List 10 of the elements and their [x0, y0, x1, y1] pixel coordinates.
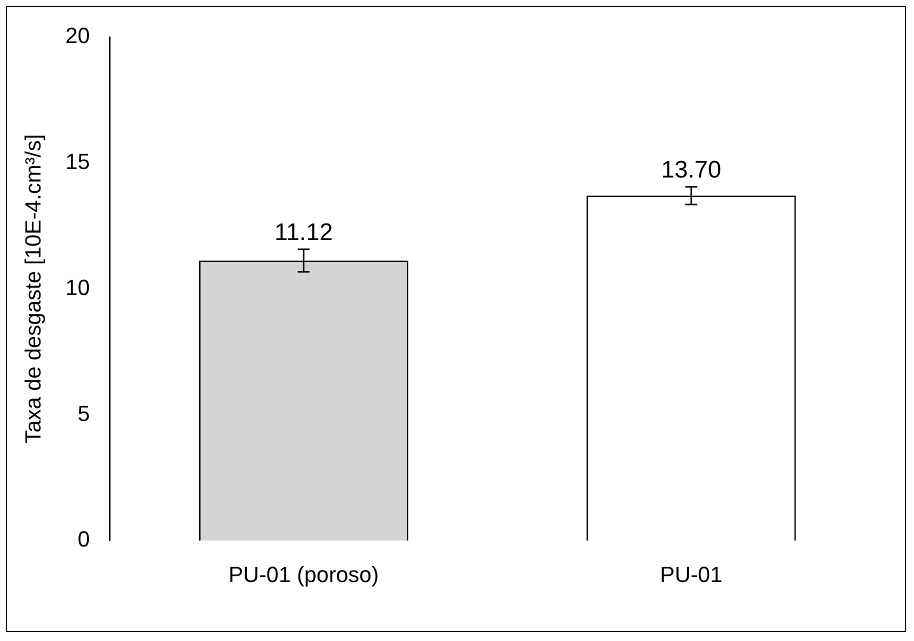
- data-label: 11.12: [274, 218, 333, 246]
- y-tick-label: 10: [65, 274, 90, 300]
- y-axis-title: Taxa de desgaste [10E-4.cm³/s]: [20, 134, 46, 444]
- data-label: 13.70: [661, 156, 722, 184]
- y-tick-label: 5: [78, 400, 90, 426]
- x-tick-label: PU-01: [660, 562, 722, 587]
- x-tick-label: PU-01 (poroso): [228, 562, 379, 587]
- y-tick-label: 0: [78, 526, 90, 552]
- y-tick-label: 20: [65, 23, 90, 48]
- y-tick-label: 15: [65, 148, 90, 174]
